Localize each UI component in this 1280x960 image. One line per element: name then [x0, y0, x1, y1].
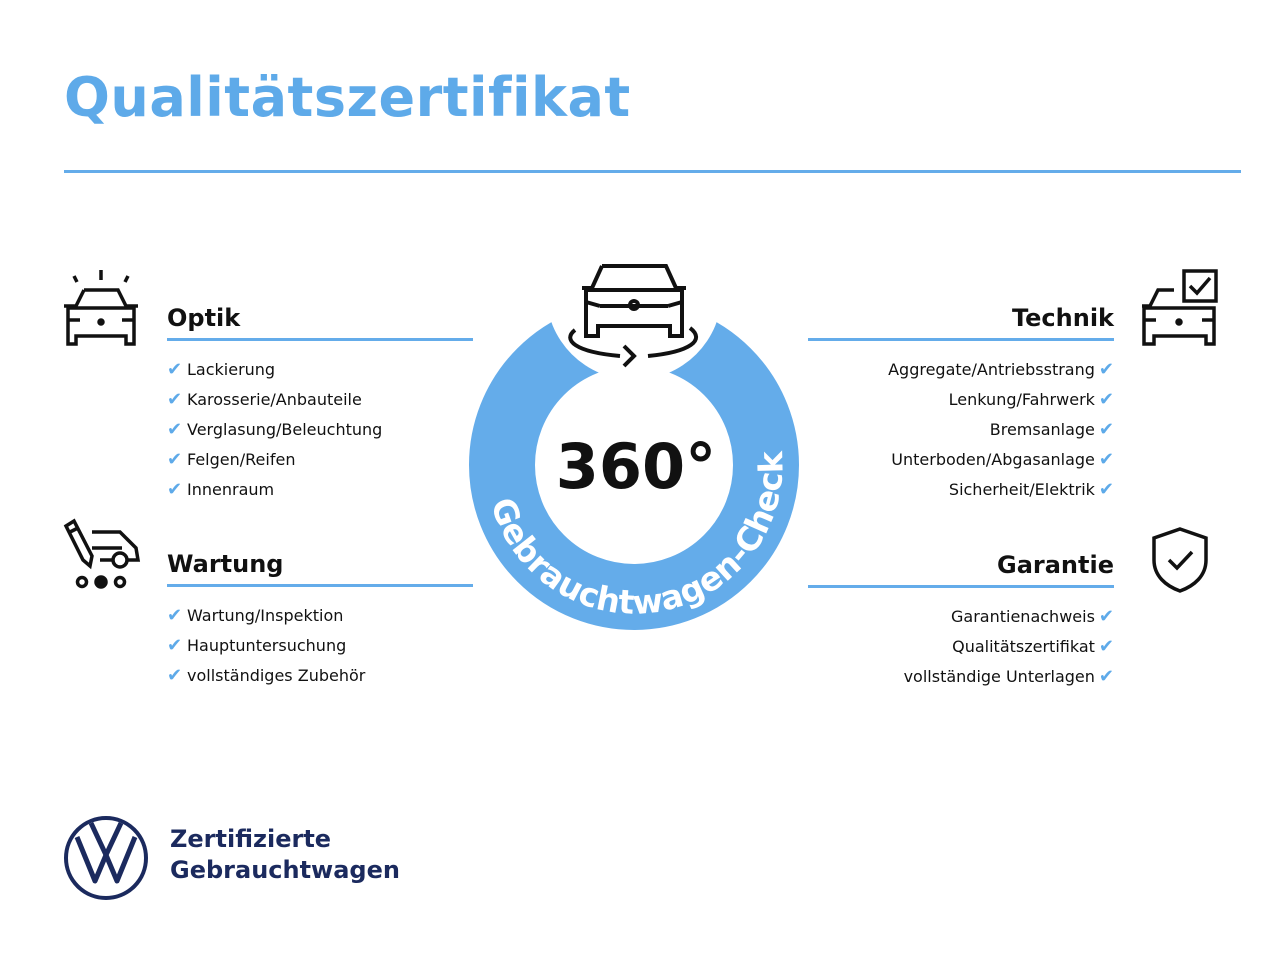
- check-icon: ✔: [167, 665, 183, 686]
- check-icon: ✔: [1098, 389, 1114, 410]
- list-item: ✔ Karosserie/Anbauteile: [167, 385, 473, 415]
- list-item: Lenkung/Fahrwerk ✔: [808, 385, 1114, 415]
- list-item: Garantienachweis ✔: [808, 602, 1114, 632]
- list-item: Qualitätszertifikat ✔: [808, 632, 1114, 662]
- section-heading: Wartung: [167, 550, 284, 578]
- section-optik: Optik ✔ Lackierung ✔ Karosserie/Anbauteile…: [167, 300, 473, 505]
- list-item: Bremsanlage ✔: [808, 415, 1114, 445]
- list-item: ✔ Wartung/Inspektion: [167, 601, 473, 631]
- section-wartung: Wartung ✔ Wartung/Inspektion ✔ Hauptunters…: [167, 546, 473, 691]
- car-lights-icon: [64, 270, 138, 346]
- check-icon: ✔: [1098, 479, 1114, 500]
- section-technik: Technik Aggregate/Antriebsstrang ✔ Lenkun…: [808, 300, 1114, 505]
- car-checklist-icon: [1142, 269, 1218, 346]
- service-car-icon: [63, 518, 141, 589]
- list-item: Unterboden/Abgasanlage ✔: [808, 445, 1114, 475]
- list-item: vollständige Unterlagen ✔: [808, 662, 1114, 692]
- check-icon: ✔: [167, 479, 183, 500]
- check-icon: ✔: [1098, 449, 1114, 470]
- check-icon: ✔: [167, 449, 183, 470]
- badge-number: 360°: [556, 430, 716, 503]
- list-item: ✔ Innenraum: [167, 475, 473, 505]
- section-divider: [167, 584, 473, 587]
- check-icon: ✔: [167, 605, 183, 626]
- section-heading: Technik: [1011, 304, 1114, 332]
- check-icon: ✔: [1098, 666, 1114, 687]
- check-icon: ✔: [1098, 606, 1114, 627]
- title-divider: [64, 170, 1241, 173]
- section-divider: [167, 338, 473, 341]
- check-icon: ✔: [167, 419, 183, 440]
- list-item: Aggregate/Antriebsstrang ✔: [808, 355, 1114, 385]
- car-rotate-icon: [568, 264, 698, 368]
- list-item: ✔ vollständiges Zubehör: [167, 661, 473, 691]
- list-item: ✔ Verglasung/Beleuchtung: [167, 415, 473, 445]
- list-item: ✔ Lackierung: [167, 355, 473, 385]
- section-heading: Optik: [167, 304, 241, 332]
- section-divider: [808, 338, 1114, 341]
- list-item: ✔ Hauptuntersuchung: [167, 631, 473, 661]
- section-heading: Garantie: [997, 551, 1114, 579]
- check-icon: ✔: [167, 635, 183, 656]
- check-icon: ✔: [1098, 636, 1114, 657]
- page-title: Qualitätszertifikat: [64, 66, 631, 129]
- brand-text: Zertifizierte Gebrauchtwagen: [170, 825, 400, 884]
- check-icon: ✔: [167, 389, 183, 410]
- check-icon: ✔: [167, 359, 183, 380]
- list-item: Sicherheit/Elektrik ✔: [808, 475, 1114, 505]
- section-divider: [808, 585, 1114, 588]
- shield-check-icon: [1152, 527, 1208, 593]
- check-icon: ✔: [1098, 359, 1114, 380]
- section-garantie: Garantie Garantienachweis ✔ Qualitätszert…: [808, 547, 1114, 692]
- check-icon: ✔: [1098, 419, 1114, 440]
- vw-logo: [64, 816, 148, 900]
- list-item: ✔ Felgen/Reifen: [167, 445, 473, 475]
